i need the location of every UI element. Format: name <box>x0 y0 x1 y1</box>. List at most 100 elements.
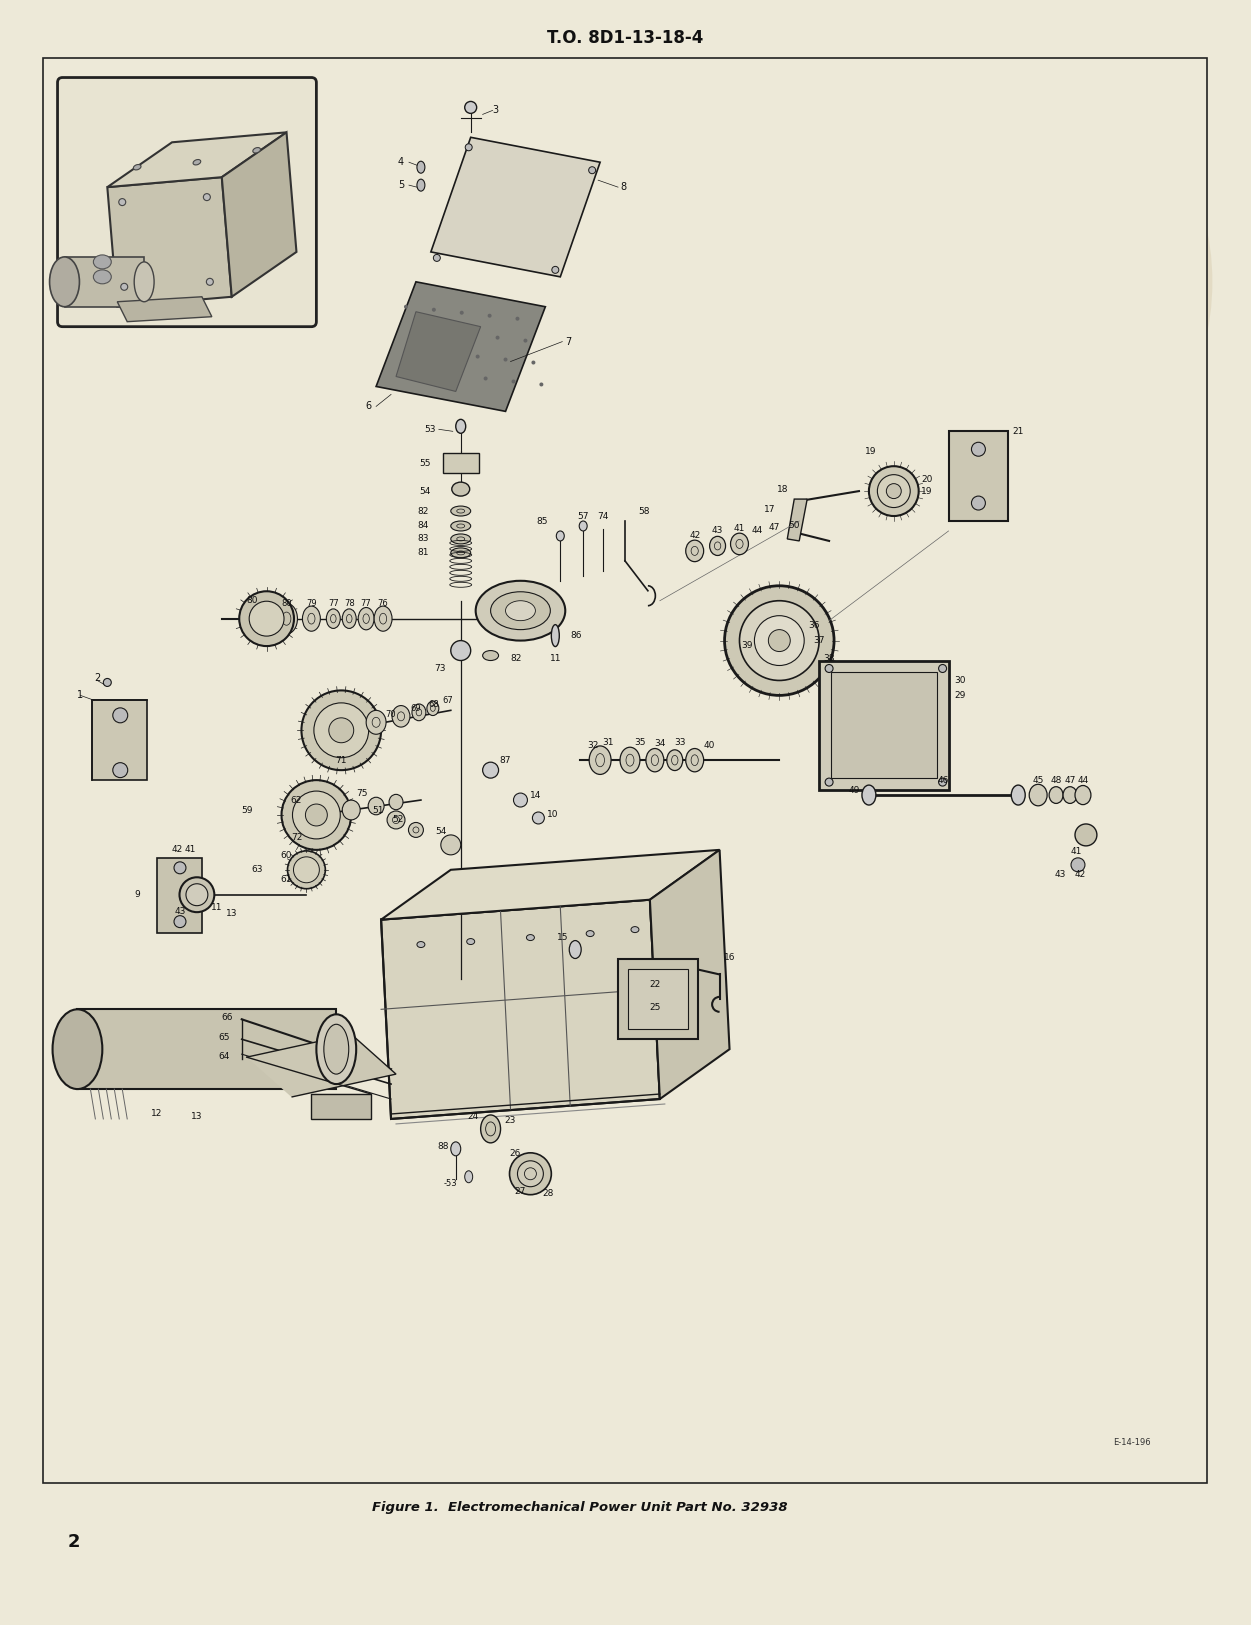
Text: 25: 25 <box>649 1003 661 1012</box>
Ellipse shape <box>826 665 833 673</box>
Ellipse shape <box>448 351 452 356</box>
Ellipse shape <box>368 798 384 814</box>
Ellipse shape <box>552 624 559 647</box>
Ellipse shape <box>450 535 470 544</box>
Text: 27: 27 <box>514 1188 527 1196</box>
Bar <box>443 453 479 473</box>
Ellipse shape <box>450 505 470 517</box>
Text: 72: 72 <box>290 834 303 842</box>
Bar <box>831 673 937 778</box>
Text: 73: 73 <box>434 665 445 673</box>
Ellipse shape <box>253 148 260 153</box>
Text: 43: 43 <box>712 526 723 536</box>
Ellipse shape <box>343 609 357 629</box>
Ellipse shape <box>179 878 214 912</box>
Text: 54: 54 <box>419 486 430 496</box>
Text: 61: 61 <box>280 876 293 884</box>
Text: 16: 16 <box>724 952 736 962</box>
Text: 88: 88 <box>437 1142 449 1152</box>
Ellipse shape <box>94 270 111 284</box>
Text: 43: 43 <box>174 907 185 916</box>
Ellipse shape <box>589 167 595 174</box>
Text: 8: 8 <box>620 182 627 192</box>
Text: 22: 22 <box>649 980 661 990</box>
Ellipse shape <box>532 361 535 364</box>
Ellipse shape <box>972 442 986 457</box>
Ellipse shape <box>1071 858 1085 871</box>
Text: 79: 79 <box>306 600 317 608</box>
Text: 80: 80 <box>281 600 291 608</box>
Ellipse shape <box>281 780 352 850</box>
Ellipse shape <box>288 852 325 889</box>
Ellipse shape <box>739 601 819 681</box>
Ellipse shape <box>483 762 499 778</box>
Text: 80: 80 <box>246 596 258 604</box>
Ellipse shape <box>174 861 186 874</box>
Ellipse shape <box>527 934 534 941</box>
Ellipse shape <box>877 474 911 507</box>
Ellipse shape <box>329 718 354 743</box>
Ellipse shape <box>1011 785 1026 804</box>
Ellipse shape <box>646 749 664 772</box>
Ellipse shape <box>768 629 791 652</box>
Text: 71: 71 <box>335 756 347 765</box>
Ellipse shape <box>490 592 550 629</box>
Ellipse shape <box>121 283 128 291</box>
Ellipse shape <box>409 822 423 837</box>
Text: 31: 31 <box>602 738 614 748</box>
Ellipse shape <box>513 793 528 808</box>
Text: 43: 43 <box>1055 871 1066 879</box>
Text: 4: 4 <box>398 158 404 167</box>
Ellipse shape <box>249 601 284 635</box>
Ellipse shape <box>754 616 804 666</box>
Bar <box>78 1009 337 1089</box>
Text: T.O. 8D1-13-18-4: T.O. 8D1-13-18-4 <box>547 29 703 47</box>
Ellipse shape <box>440 330 444 333</box>
Ellipse shape <box>314 704 369 757</box>
Ellipse shape <box>404 306 408 309</box>
Ellipse shape <box>523 338 528 343</box>
Ellipse shape <box>239 592 294 647</box>
Ellipse shape <box>193 159 200 166</box>
Text: 28: 28 <box>543 1190 554 1198</box>
Text: 41: 41 <box>184 845 195 855</box>
Text: 42: 42 <box>689 531 701 541</box>
Text: 36: 36 <box>808 621 819 630</box>
Ellipse shape <box>869 466 918 517</box>
Ellipse shape <box>387 811 405 829</box>
Text: 19: 19 <box>921 486 932 496</box>
Polygon shape <box>649 850 729 1098</box>
Text: 44: 44 <box>1077 775 1088 785</box>
Ellipse shape <box>275 603 298 634</box>
Ellipse shape <box>686 749 703 772</box>
Text: 2: 2 <box>68 1534 80 1552</box>
Text: 34: 34 <box>654 739 666 748</box>
Ellipse shape <box>119 198 126 206</box>
Ellipse shape <box>294 856 319 882</box>
Ellipse shape <box>53 1009 103 1089</box>
Ellipse shape <box>579 522 587 531</box>
Ellipse shape <box>427 700 439 715</box>
Ellipse shape <box>468 333 472 336</box>
Text: 54: 54 <box>435 827 447 837</box>
Ellipse shape <box>50 257 79 307</box>
Polygon shape <box>108 177 231 307</box>
Text: 60: 60 <box>280 852 293 860</box>
Ellipse shape <box>113 762 128 778</box>
Ellipse shape <box>480 1115 500 1142</box>
Text: 70: 70 <box>385 710 397 718</box>
Text: 41: 41 <box>734 525 746 533</box>
Text: 13: 13 <box>191 1113 203 1121</box>
Text: 6: 6 <box>365 401 372 411</box>
Text: 58: 58 <box>638 507 649 515</box>
Ellipse shape <box>464 101 477 114</box>
Ellipse shape <box>475 354 479 359</box>
Text: 69: 69 <box>410 704 422 713</box>
Text: 13: 13 <box>226 908 238 918</box>
Ellipse shape <box>327 609 340 629</box>
Bar <box>43 57 1207 1482</box>
Text: 63: 63 <box>251 864 263 874</box>
Ellipse shape <box>509 1152 552 1194</box>
Text: 14: 14 <box>529 790 542 800</box>
Ellipse shape <box>972 496 986 510</box>
